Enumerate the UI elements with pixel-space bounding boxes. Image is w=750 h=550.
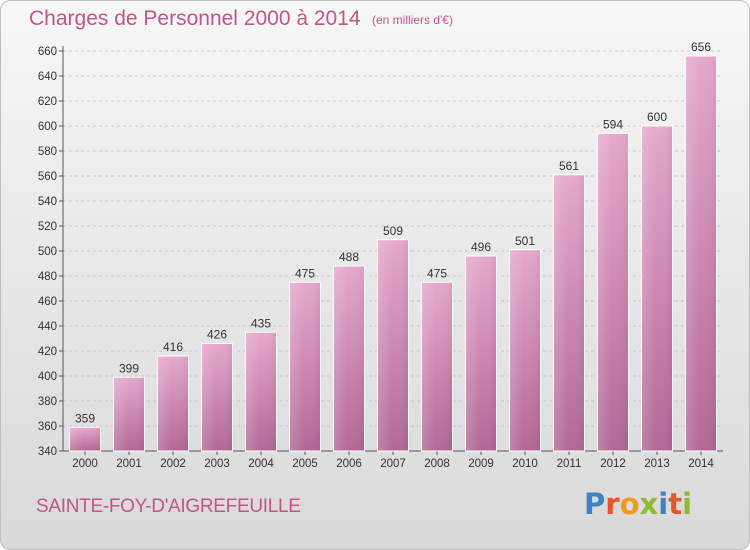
bar-shade-2012: [597, 133, 629, 451]
bar-shade-2010: [509, 249, 541, 451]
y-tick-label: 600: [38, 121, 57, 133]
value-label-2007: 509: [383, 224, 403, 238]
x-tick-label-2001: 2001: [116, 458, 142, 470]
bar-shade-2011: [553, 174, 585, 451]
y-tick-label: 440: [38, 321, 57, 333]
bar-shade-2008: [421, 282, 453, 451]
chart-title: Charges de Personnel 2000 à 2014: [29, 7, 361, 30]
value-label-2003: 426: [207, 328, 227, 342]
logo-letter: t: [668, 487, 683, 521]
value-label-2006: 488: [339, 250, 359, 264]
value-label-2004: 435: [251, 316, 271, 330]
x-tick-label-2008: 2008: [424, 458, 450, 470]
bar-shade-2007: [377, 239, 409, 451]
value-label-2014: 656: [691, 40, 711, 54]
bar-shade-2004: [245, 332, 277, 451]
x-tick-label-2009: 2009: [468, 458, 494, 470]
bar-shade-2005: [289, 282, 321, 451]
y-tick-label: 540: [38, 196, 57, 208]
value-label-2011: 561: [559, 159, 579, 173]
label-layer: 359 399 416 426 435 475 488 509 475 496 501 561 594 6…: [75, 40, 711, 425]
x-tick-label-2007: 2007: [380, 458, 406, 470]
y-tick-label: 580: [38, 146, 57, 158]
value-label-2012: 594: [603, 118, 623, 132]
y-tick-label: 500: [38, 246, 57, 258]
x-tick-label-2012: 2012: [600, 458, 626, 470]
value-label-2008: 475: [427, 266, 447, 280]
proxiti-logo: Proxiti: [584, 487, 692, 521]
y-tick-label: 620: [38, 96, 57, 108]
x-tick-label-2000: 2000: [72, 458, 98, 470]
x-tick-label-2011: 2011: [557, 458, 582, 470]
y-tick-label: 360: [38, 421, 57, 433]
value-label-2005: 475: [295, 266, 315, 280]
commune-name: SAINTE-FOY-D'AIGREFEUILLE: [36, 496, 301, 517]
value-label-2002: 416: [163, 340, 183, 354]
x-tick-label-2004: 2004: [248, 458, 274, 470]
x-tick-label-2005: 2005: [292, 458, 318, 470]
logo-letter: x: [639, 487, 659, 521]
x-tick-label-2014: 2014: [688, 458, 714, 470]
y-tick-label: 460: [38, 296, 57, 308]
logo-letter: P: [584, 487, 606, 521]
y-tick-label: 660: [38, 46, 57, 58]
bar-shade-2003: [201, 343, 233, 451]
logo-letter: i: [658, 487, 669, 521]
logo-letter: r: [605, 487, 620, 521]
y-tick-label: 640: [38, 71, 57, 83]
bar-shade-2000: [69, 427, 101, 451]
value-label-2010: 501: [515, 234, 535, 248]
value-label-2013: 600: [647, 110, 667, 124]
y-tick-label: 560: [38, 171, 57, 183]
x-tick-label-2003: 2003: [204, 458, 230, 470]
x-tick-label-2013: 2013: [644, 458, 670, 470]
bar-shade-2014: [685, 56, 717, 451]
bar-shade-2009: [465, 256, 497, 451]
y-tick-label: 420: [38, 346, 57, 358]
bar-shade-2013: [641, 126, 673, 451]
chart-subtitle: (en milliers d'€): [372, 13, 453, 27]
logo-letter: o: [619, 487, 640, 521]
bar-shade-2006: [333, 266, 365, 451]
y-tick-label: 380: [38, 396, 57, 408]
x-tick-label-2010: 2010: [512, 458, 538, 470]
x-tick-label-2006: 2006: [336, 458, 362, 470]
y-tick-label: 480: [38, 271, 57, 283]
bar-layer: [69, 55, 717, 452]
bar-shade-2001: [113, 377, 145, 451]
y-tick-label: 400: [38, 371, 57, 383]
value-label-2001: 399: [119, 361, 139, 375]
value-label-2000: 359: [75, 411, 95, 425]
y-tick-label: 520: [38, 221, 57, 233]
y-tick-label: 340: [38, 446, 57, 458]
x-tick-label-2002: 2002: [160, 458, 186, 470]
value-label-2009: 496: [471, 240, 491, 254]
logo-letter: i: [682, 487, 693, 521]
bar-shade-2002: [157, 356, 189, 451]
